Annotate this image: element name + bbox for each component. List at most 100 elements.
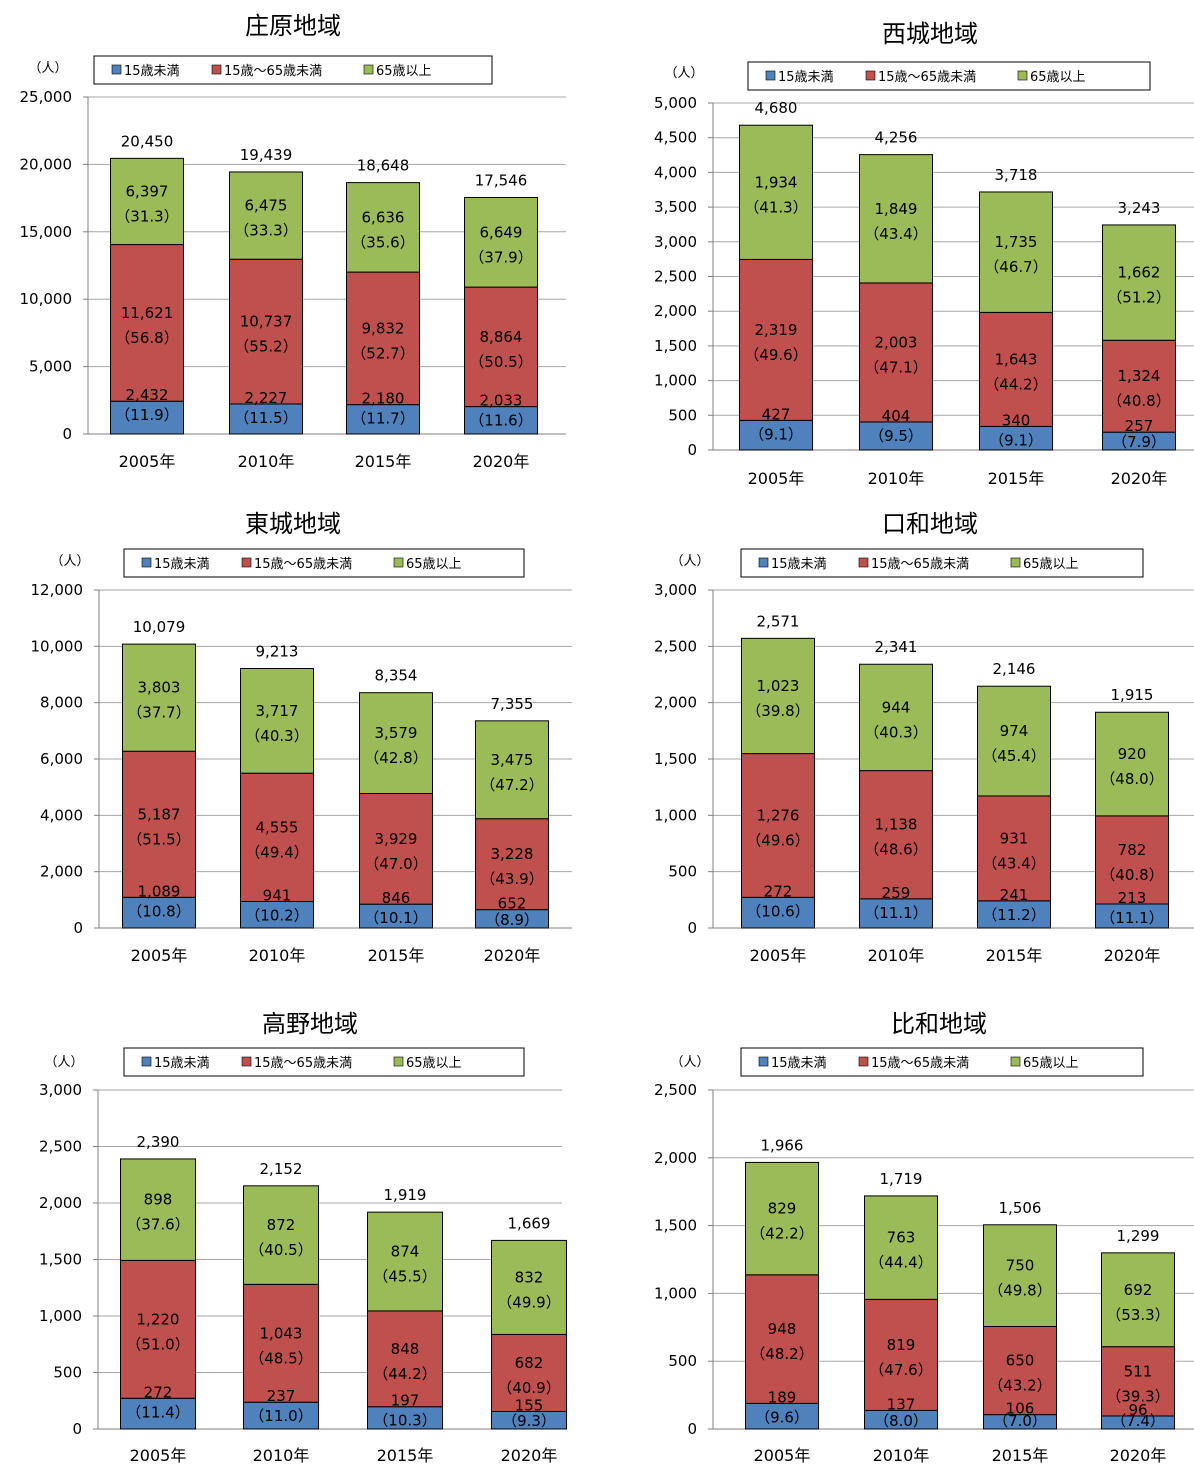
y-tick-label: 4,000 <box>40 806 83 824</box>
data-label-working-pct: （56.8） <box>115 329 178 347</box>
bar-young-2 <box>229 403 303 435</box>
data-label-young-pct: （10.8） <box>127 902 190 920</box>
data-label-elderly-pct: （42.2） <box>750 1225 813 1243</box>
y-tick-label: 2,500 <box>654 1081 697 1099</box>
legend-box <box>740 548 1144 578</box>
data-label-working-value: 3,929 <box>375 830 418 848</box>
data-label-elderly-pct: （39.8） <box>746 702 809 720</box>
data-label-elderly-value: 3,717 <box>256 702 299 720</box>
y-tick-label: 500 <box>668 863 697 881</box>
total-label: 2,341 <box>875 638 918 656</box>
legend-label-elderly: 65歳以上 <box>406 1056 462 1071</box>
bar-working-1 <box>122 750 196 898</box>
bar-working-2 <box>240 772 314 902</box>
y-tick-label: 0 <box>687 1420 697 1438</box>
legend-swatch-elderly <box>1010 1056 1021 1067</box>
data-label-elderly-pct: （40.5） <box>249 1241 312 1259</box>
bar-working-3 <box>359 793 433 905</box>
data-label-working-pct: （51.0） <box>126 1335 189 1353</box>
y-tick-label: 0 <box>73 919 83 937</box>
y-tick-label: 1,000 <box>654 806 697 824</box>
bar-elderly-2 <box>859 663 933 772</box>
data-label-young-pct: （11.7） <box>351 410 414 428</box>
y-unit-label: （人） <box>44 1055 83 1070</box>
data-label-elderly-pct: （47.2） <box>480 776 543 794</box>
data-label-young-value: 2,227 <box>245 389 288 407</box>
data-label-working-value: 1,220 <box>137 1310 180 1328</box>
legend-swatch-elderly <box>1010 557 1021 568</box>
legend-box <box>747 61 1151 91</box>
data-label-elderly-pct: （53.3） <box>1106 1306 1169 1324</box>
x-tick-label: 2015年 <box>986 946 1043 965</box>
bar-elderly-3 <box>359 692 433 795</box>
data-label-young-value: 652 <box>498 895 527 913</box>
data-label-working-value: 948 <box>768 1320 797 1338</box>
bar-elderly-1 <box>122 643 196 752</box>
bar-young-2 <box>243 1401 319 1430</box>
chart-title: 庄原地域 <box>245 12 341 40</box>
bar-working-2 <box>864 1298 938 1411</box>
total-label: 1,966 <box>761 1136 804 1154</box>
total-label: 18,648 <box>357 157 410 175</box>
bar-elderly-4 <box>464 196 538 288</box>
y-tick-label: 2,000 <box>40 863 83 881</box>
bar-young-1 <box>739 419 813 451</box>
x-tick-label: 2015年 <box>368 946 425 965</box>
y-tick-label: 10,000 <box>31 637 84 655</box>
data-label-young-value: 2,432 <box>126 386 169 404</box>
bar-elderly-2 <box>243 1185 319 1285</box>
bar-working-4 <box>491 1333 567 1412</box>
chart-panel-6: 比和地域 （人） 15歳未満 15歳～65歳未満 65歳以上 0 500 1,000 1,500… <box>654 1010 1194 1465</box>
data-label-young-value: 189 <box>768 1388 797 1406</box>
bar-elderly-4 <box>491 1239 567 1335</box>
data-label-elderly-pct: （48.0） <box>1100 770 1163 788</box>
total-label: 1,299 <box>1117 1227 1160 1245</box>
data-label-working-value: 1,643 <box>995 350 1038 368</box>
data-label-working-pct: （55.2） <box>234 338 297 356</box>
data-label-young-pct: （11.0） <box>249 1407 312 1425</box>
data-label-young-pct: （9.5） <box>869 427 923 445</box>
data-label-elderly-value: 763 <box>887 1229 916 1247</box>
legend-label-working: 15歳～65歳未満 <box>871 1056 969 1071</box>
data-label-elderly-value: 6,475 <box>245 197 288 215</box>
y-tick-label: 500 <box>53 1364 82 1382</box>
bar-elderly-3 <box>346 182 420 273</box>
bar-elderly-1 <box>741 637 815 755</box>
total-label: 1,719 <box>880 1170 923 1188</box>
data-label-young-pct: （10.6） <box>746 902 809 920</box>
x-tick-label: 2005年 <box>748 469 805 488</box>
legend-swatch-young <box>141 557 152 568</box>
legend: 15歳未満 15歳～65歳未満 65歳以上 <box>747 61 1151 91</box>
data-label-working-value: 1,276 <box>757 806 800 824</box>
bar-elderly-3 <box>979 191 1053 313</box>
chart-panel-3: 東城地域 （人） 15歳未満 15歳～65歳未満 65歳以上 0 2,000 4,000 6,0… <box>31 510 572 965</box>
data-label-working-pct: （51.5） <box>127 830 190 848</box>
bar-elderly-4 <box>1101 1252 1175 1348</box>
data-label-working-value: 1,324 <box>1118 367 1161 385</box>
data-label-elderly-value: 1,934 <box>755 173 798 191</box>
x-tick-label: 2015年 <box>355 452 412 471</box>
legend-label-working: 15歳～65歳未満 <box>254 1056 352 1071</box>
bar-working-3 <box>346 271 420 406</box>
y-tick-label: 10,000 <box>20 290 73 308</box>
data-label-young-pct: （9.1） <box>989 431 1043 449</box>
y-tick-label: 12,000 <box>31 581 84 599</box>
data-label-elderly-value: 872 <box>267 1216 296 1234</box>
data-label-working-pct: （49.4） <box>245 843 308 861</box>
data-label-working-value: 2,003 <box>875 333 918 351</box>
data-label-young-value: 404 <box>882 407 911 425</box>
y-tick-label: 2,000 <box>654 302 697 320</box>
chart-title: 比和地域 <box>891 1010 987 1038</box>
y-unit-label: （人） <box>670 1055 709 1070</box>
data-label-working-value: 511 <box>1124 1362 1153 1380</box>
y-unit-label: （人） <box>664 66 703 81</box>
bar-elderly-3 <box>367 1211 443 1312</box>
legend-label-young: 15歳未満 <box>778 70 834 85</box>
data-label-elderly-pct: （45.5） <box>373 1268 436 1286</box>
data-label-young-pct: （11.2） <box>982 906 1045 924</box>
legend-label-elderly: 65歳以上 <box>1023 1056 1079 1071</box>
data-label-elderly-pct: （33.3） <box>234 222 297 240</box>
data-label-working-value: 3,228 <box>491 845 534 863</box>
legend-label-elderly: 65歳以上 <box>1023 557 1079 572</box>
data-label-working-value: 931 <box>1000 829 1029 847</box>
